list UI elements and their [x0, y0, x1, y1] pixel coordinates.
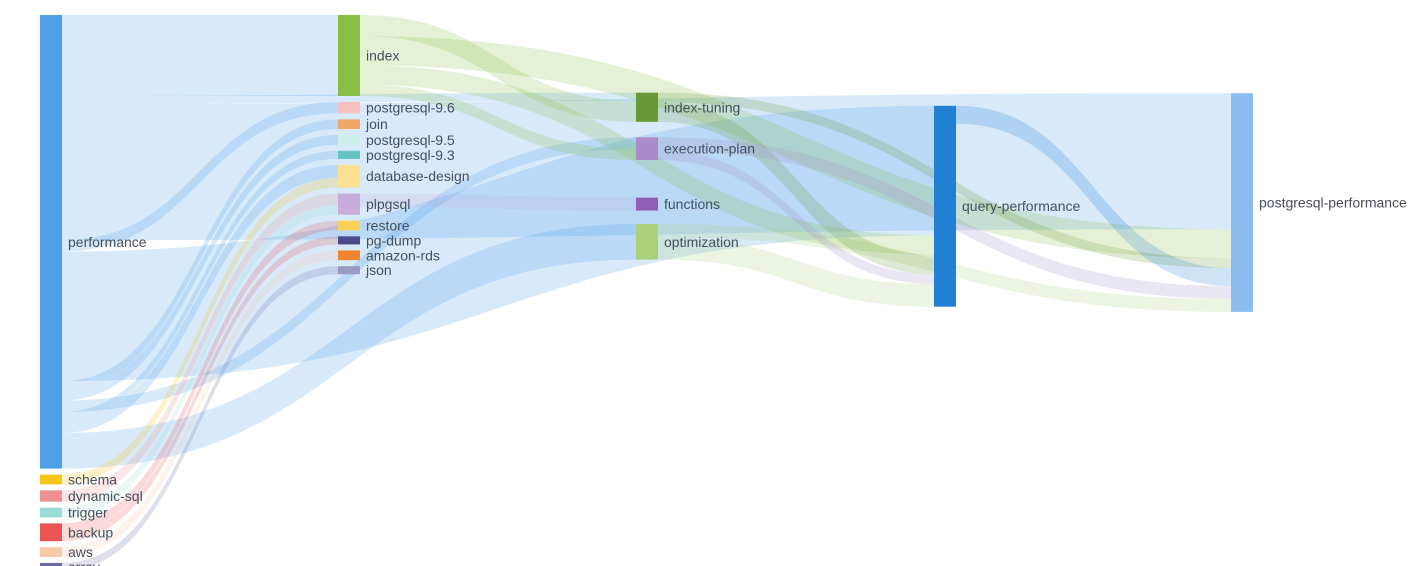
node-join[interactable]: [338, 119, 360, 130]
node-label-backup: backup: [68, 524, 113, 540]
node-label-plpgsql: plpgsql: [366, 196, 410, 212]
link-performance-to-join[interactable]: [62, 119, 338, 391]
link-schema-to-database-design[interactable]: [62, 177, 338, 485]
node-json[interactable]: [338, 266, 360, 275]
node-dynamic-sql[interactable]: [40, 490, 62, 502]
node-label-array: array: [68, 559, 100, 566]
node-backup[interactable]: [40, 523, 62, 542]
node-index-tuning[interactable]: [636, 92, 658, 122]
node-label-trigger: trigger: [68, 505, 108, 521]
node-label-postgresql-9.6: postgresql-9.6: [366, 100, 455, 116]
link-performance-to-postgresql-9.5[interactable]: [62, 135, 338, 401]
link-performance-to-query-performance[interactable]: [62, 105, 934, 382]
node-query-performance[interactable]: [934, 105, 956, 307]
link-index-to-postgresql-performance[interactable]: [360, 36, 1231, 259]
link-aws-to-amazon-rds[interactable]: [62, 250, 338, 557]
node-trigger[interactable]: [40, 507, 62, 518]
link-performance-to-postgresql-9.3[interactable]: [62, 150, 338, 420]
node-label-database-design: database-design: [366, 168, 470, 184]
link-performance-to-index-tuning[interactable]: [62, 92, 636, 105]
node-postgresql-9.5[interactable]: [338, 135, 360, 145]
node-label-pg-dump: pg-dump: [366, 232, 421, 248]
node-database-design[interactable]: [338, 164, 360, 188]
node-label-schema: schema: [68, 471, 117, 487]
node-aws[interactable]: [40, 547, 62, 557]
node-amazon-rds[interactable]: [338, 250, 360, 261]
link-index-tuning-to-query-performance[interactable]: [658, 102, 934, 275]
node-optimization[interactable]: [636, 223, 658, 260]
node-postgresql-9.6[interactable]: [338, 102, 360, 114]
link-performance-to-postgresql-9.6[interactable]: [62, 102, 338, 252]
link-execution-plan-to-query-performance[interactable]: [658, 150, 934, 285]
node-array[interactable]: [40, 562, 62, 566]
link-performance-to-index[interactable]: [62, 15, 338, 96]
node-restore[interactable]: [338, 220, 360, 231]
node-label-optimization: optimization: [664, 234, 739, 250]
node-label-restore: restore: [366, 217, 410, 233]
node-execution-plan[interactable]: [636, 137, 658, 160]
node-label-postgresql-performance: postgresql-performance: [1259, 195, 1407, 211]
node-schema[interactable]: [40, 474, 62, 485]
node-label-execution-plan: execution-plan: [664, 141, 755, 157]
node-label-join: join: [365, 116, 388, 132]
node-plpgsql[interactable]: [338, 193, 360, 215]
link-performance-to-execution-plan[interactable]: [62, 137, 636, 412]
link-trigger-to-plpgsql[interactable]: [62, 204, 338, 518]
node-label-performance: performance: [68, 234, 147, 250]
node-postgresql-9.3[interactable]: [338, 150, 360, 159]
link-index-to-index-tuning[interactable]: [360, 15, 636, 122]
node-label-aws: aws: [68, 544, 93, 560]
link-array-to-json[interactable]: [62, 266, 338, 566]
node-label-index-tuning: index-tuning: [664, 99, 740, 115]
link-index-to-execution-plan[interactable]: [360, 84, 636, 160]
node-label-postgresql-9.5: postgresql-9.5: [366, 132, 455, 148]
link-performance-to-optimization[interactable]: [62, 223, 636, 469]
link-index-to-query-performance[interactable]: [360, 65, 934, 255]
node-index[interactable]: [338, 15, 360, 96]
node-label-query-performance: query-performance: [962, 198, 1080, 214]
node-label-functions: functions: [664, 196, 720, 212]
sankey-nodes: [40, 15, 1253, 566]
link-optimization-to-query-performance[interactable]: [658, 236, 934, 307]
link-query-performance-to-postgresql-performance[interactable]: [956, 105, 1231, 286]
link-backup-to-pg-dump[interactable]: [62, 236, 338, 542]
link-backup-to-restore[interactable]: [62, 220, 338, 534]
node-label-dynamic-sql: dynamic-sql: [68, 488, 143, 504]
node-performance[interactable]: [40, 15, 62, 469]
node-label-json: json: [365, 262, 392, 278]
node-functions[interactable]: [636, 197, 658, 211]
node-label-amazon-rds: amazon-rds: [366, 247, 440, 263]
node-label-postgresql-9.3: postgresql-9.3: [366, 147, 455, 163]
link-performance-to-database-design[interactable]: [62, 164, 338, 433]
link-plpgsql-to-functions[interactable]: [360, 193, 636, 211]
node-pg-dump[interactable]: [338, 236, 360, 245]
link-dynamic-sql-to-plpgsql[interactable]: [62, 193, 338, 502]
node-label-index: index: [366, 48, 399, 64]
node-postgresql-performance[interactable]: [1231, 93, 1253, 312]
